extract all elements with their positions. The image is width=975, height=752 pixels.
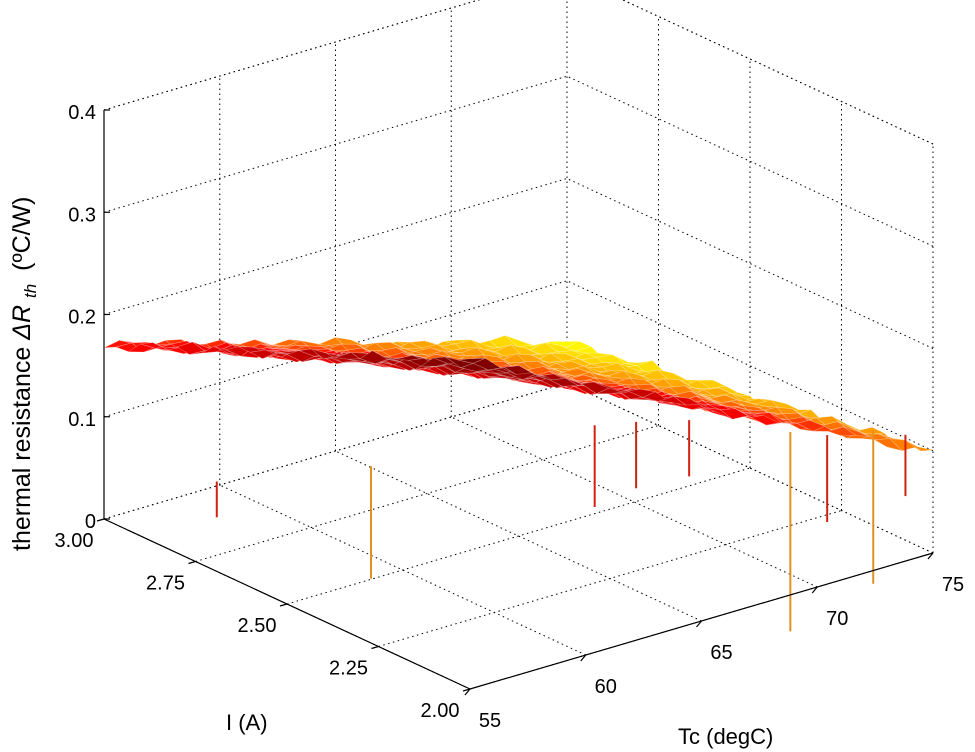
z-tick-label: 0.3	[68, 204, 96, 226]
y-tick-mark	[371, 645, 379, 650]
box-top-back-edge	[103, 0, 481, 111]
axes	[96, 109, 934, 696]
grid-right-wall-z	[566, 382, 934, 554]
y-tick-label: 2.00	[421, 700, 460, 722]
box-top-right-edge	[621, 0, 934, 145]
grid-back-wall-z	[103, 178, 568, 315]
y-tick-label: 3.00	[55, 530, 94, 552]
z-axis-label: thermal resistance ΔR th (ºC/W)	[8, 196, 42, 551]
grid-right-wall-z	[566, 75, 934, 247]
x-tick-mark	[580, 654, 587, 662]
x-tick-label: 65	[710, 642, 732, 664]
z-axis-label-unit: (ºC/W)	[8, 196, 36, 270]
grid-floor-tc	[219, 484, 586, 656]
x-tick-mark	[811, 586, 818, 594]
z-axis-label-symbol: ΔR	[8, 305, 36, 341]
z-tick-label: 0	[85, 511, 96, 533]
grid-floor-tc	[335, 450, 702, 622]
z-axis-label-subscript: th	[21, 284, 40, 298]
grid-floor-tc	[451, 416, 818, 588]
x-tick-mark	[696, 620, 702, 628]
surface-facet	[905, 440, 934, 452]
y-tick-mark	[462, 688, 471, 692]
grid-back-wall-z	[103, 382, 568, 520]
x-axis-label: Tc (degC)	[678, 724, 773, 749]
z-tick-label: 0.4	[68, 102, 96, 124]
z-axis-label-text: thermal resistance	[8, 347, 36, 551]
x-tick-mark	[464, 688, 471, 696]
x-tick-label: 75	[942, 574, 964, 596]
y-tick-mark	[279, 603, 288, 607]
x-tick-mark	[927, 552, 934, 560]
grid-floor-i	[286, 467, 751, 605]
grid-right-wall-z	[566, 178, 934, 349]
x-tick-label: 60	[595, 676, 617, 698]
y-tick-label: 2.50	[238, 615, 277, 637]
tick-labels: 55 60 65 70 75 2.00 2.25 2.50 2.75 3.000 0.1 0.2 0.3…	[55, 102, 965, 732]
grid-floor-i	[195, 425, 659, 562]
y-tick-label: 2.25	[329, 658, 368, 680]
surface-facet	[697, 379, 727, 389]
y-tick-mark	[188, 560, 196, 565]
y-tick-label: 2.75	[146, 573, 185, 595]
surface	[103, 335, 934, 452]
grid-back-wall-z	[103, 75, 568, 213]
y-tick-mark	[96, 518, 105, 522]
z-tick-label: 0.2	[68, 307, 96, 329]
z-tick-label: 0.1	[68, 409, 96, 431]
surface-facet	[550, 340, 580, 350]
x-tick-label: 70	[826, 608, 848, 630]
surface-spikes	[215, 420, 907, 632]
x-tick-label: 55	[479, 710, 501, 732]
y-axis-label: I (A)	[226, 710, 268, 735]
grid-right-wall-z	[566, 280, 934, 452]
surface-facet	[624, 360, 653, 366]
grid-floor-i	[378, 510, 842, 647]
